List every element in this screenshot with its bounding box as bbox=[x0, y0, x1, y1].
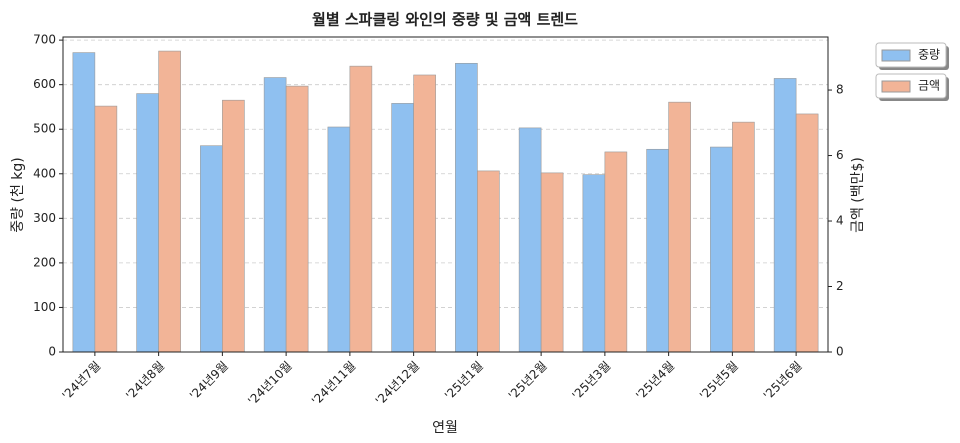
y-tick-label: 400 bbox=[33, 166, 56, 180]
bar bbox=[710, 146, 733, 353]
bar bbox=[413, 74, 436, 353]
bar bbox=[455, 62, 478, 353]
bar bbox=[285, 85, 309, 353]
legend-label: 금액 bbox=[918, 79, 940, 93]
bar bbox=[94, 105, 118, 353]
y-tick-label: 300 bbox=[33, 211, 56, 225]
y2-tick-label: 6 bbox=[836, 148, 844, 162]
bar bbox=[477, 170, 500, 353]
x-tick-label: '24년11월 bbox=[309, 359, 358, 408]
legend-swatch bbox=[881, 49, 911, 62]
bar bbox=[604, 151, 628, 353]
bar bbox=[391, 103, 414, 353]
y2-tick-label: 8 bbox=[836, 83, 844, 97]
bar bbox=[263, 77, 287, 353]
y2-tick-label: 0 bbox=[836, 345, 844, 359]
bar bbox=[136, 93, 159, 353]
y-tick-label: 0 bbox=[48, 345, 56, 359]
x-tick-label: '25년2월 bbox=[506, 359, 550, 403]
bar bbox=[72, 52, 96, 353]
bar bbox=[158, 50, 181, 353]
legend-label: 중량 bbox=[918, 48, 940, 62]
x-tick-label: '24년9월 bbox=[187, 359, 231, 403]
bar bbox=[327, 126, 351, 353]
bar bbox=[732, 121, 755, 353]
x-tick-label: '25년3월 bbox=[569, 359, 613, 403]
x-tick-label: '25년5월 bbox=[697, 359, 741, 403]
y-tick-label: 600 bbox=[33, 77, 56, 91]
x-tick-label: '24년8월 bbox=[123, 359, 167, 403]
chart-title: 월별 스파클링 와인의 중량 및 금액 트렌드 bbox=[312, 11, 578, 29]
bar bbox=[582, 174, 606, 353]
legend-swatch bbox=[881, 80, 911, 93]
y2-tick-label: 4 bbox=[836, 214, 844, 228]
x-tick-label: '25년4월 bbox=[633, 359, 677, 403]
bar bbox=[349, 65, 373, 353]
bar bbox=[540, 172, 564, 353]
y2-tick-label: 2 bbox=[836, 279, 844, 293]
x-tick-label: '25년1월 bbox=[442, 359, 486, 403]
bar bbox=[646, 148, 669, 353]
y-tick-label: 100 bbox=[33, 300, 56, 314]
bar bbox=[222, 99, 245, 353]
x-axis-label: 연월 bbox=[432, 420, 458, 436]
bar bbox=[795, 113, 819, 353]
bar bbox=[518, 127, 542, 353]
y-tick-label: 200 bbox=[33, 255, 56, 269]
y-tick-label: 500 bbox=[33, 122, 56, 136]
plot-frame bbox=[62, 36, 829, 353]
y-axis-label: 중량 (천 kg) bbox=[10, 157, 26, 232]
x-tick-label: '24년10월 bbox=[245, 359, 294, 408]
bar bbox=[773, 78, 797, 353]
x-tick-label: '25년6월 bbox=[761, 359, 805, 403]
bar bbox=[668, 101, 691, 353]
y-tick-label: 700 bbox=[33, 33, 56, 47]
x-tick-label: '24년12월 bbox=[373, 359, 422, 408]
bar bbox=[200, 145, 223, 353]
x-tick-label: '24년7월 bbox=[59, 359, 103, 403]
y2-axis-label: 금액 (백만$) bbox=[850, 157, 866, 233]
